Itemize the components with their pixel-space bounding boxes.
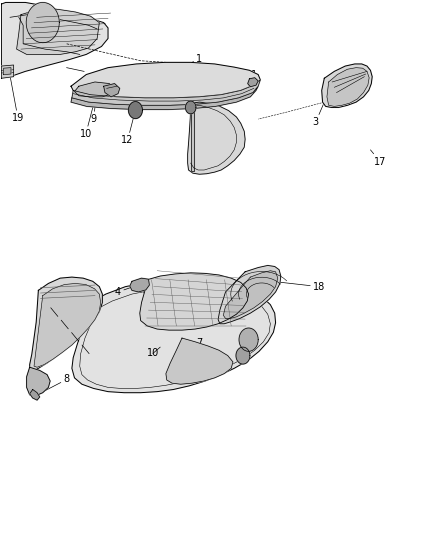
Polygon shape [191,103,194,171]
Polygon shape [74,82,114,97]
Text: 9: 9 [51,325,57,340]
Polygon shape [30,277,102,372]
Text: 7: 7 [196,338,202,356]
Text: 1: 1 [176,54,202,70]
Text: 2: 2 [114,85,128,95]
Polygon shape [186,101,196,114]
Polygon shape [71,62,260,98]
Polygon shape [27,367,50,396]
Polygon shape [1,65,14,78]
Polygon shape [72,280,276,393]
Polygon shape [71,86,258,110]
Text: 3: 3 [313,102,324,127]
Polygon shape [1,3,108,77]
Polygon shape [4,68,11,75]
Polygon shape [104,84,120,97]
Polygon shape [17,10,99,54]
Polygon shape [26,3,59,43]
Polygon shape [130,278,149,292]
Text: 20: 20 [191,108,208,128]
Text: 10: 10 [80,108,93,139]
Text: 10: 10 [147,347,160,359]
Polygon shape [34,284,101,367]
Polygon shape [30,390,40,400]
Polygon shape [218,265,281,324]
Text: 11: 11 [247,70,258,79]
Text: 4: 4 [115,286,136,297]
Polygon shape [128,102,142,118]
Polygon shape [166,338,233,384]
Polygon shape [239,328,258,351]
Polygon shape [236,347,250,364]
Polygon shape [248,78,258,87]
Polygon shape [140,273,249,330]
Text: 18: 18 [272,281,325,292]
Polygon shape [223,271,278,318]
Text: 9: 9 [91,87,97,124]
Text: 8: 8 [37,375,70,395]
Text: 12: 12 [121,110,135,146]
Text: 19: 19 [9,71,24,123]
Text: 17: 17 [371,150,386,166]
Polygon shape [187,102,245,174]
Text: 5: 5 [45,301,56,312]
Polygon shape [72,80,260,106]
Text: 3: 3 [265,267,272,277]
Polygon shape [322,64,372,108]
Text: 15: 15 [142,292,157,302]
Polygon shape [327,68,369,107]
